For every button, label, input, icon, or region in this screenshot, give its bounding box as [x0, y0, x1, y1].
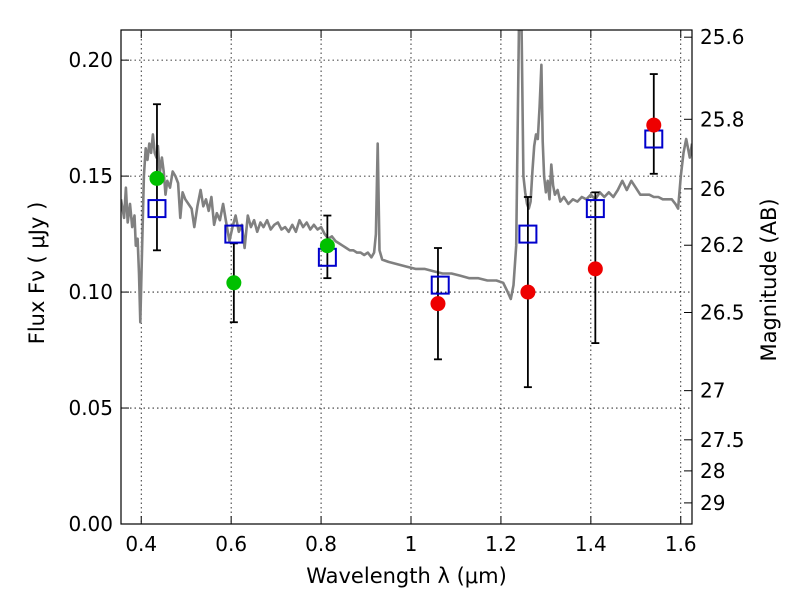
right-tick-label: 26	[700, 177, 725, 201]
red-data-point	[587, 261, 603, 277]
right-tick-label: 26.5	[700, 300, 745, 324]
points-layer	[147, 117, 664, 312]
y-tick-label: 0.20	[68, 48, 113, 72]
model-square-point	[585, 199, 605, 219]
spectrum-line	[121, 30, 692, 324]
x-tick-label: 1.6	[665, 532, 697, 556]
right-tick-label: 27	[700, 379, 725, 403]
green-data-point	[149, 170, 165, 186]
y-right-axis-title: Magnitude (AB)	[757, 198, 781, 361]
x-tick-label: 1.2	[485, 532, 517, 556]
red-data-point	[646, 117, 662, 133]
y-axis-title: Flux Fν ( μJy )	[25, 202, 49, 345]
x-tick-label: 0.6	[215, 532, 247, 556]
y-tick-label: 0.00	[68, 512, 113, 536]
right-tick-label: 25.8	[700, 107, 745, 131]
green-data-point	[226, 275, 242, 291]
y-tick-label: 0.15	[68, 164, 113, 188]
plot-frame	[120, 29, 693, 525]
x-tick-label: 0.8	[305, 532, 337, 556]
right-tick-label: 27.5	[700, 428, 745, 452]
right-tick-label: 25.6	[700, 25, 745, 49]
red-data-point	[520, 284, 536, 300]
x-axis-title: Wavelength λ (μm)	[306, 564, 507, 588]
x-tick-label: 1.4	[575, 532, 607, 556]
y-tick-label: 0.10	[68, 280, 113, 304]
spectrum-layer	[121, 30, 692, 324]
x-tick-label: 1	[405, 532, 418, 556]
green-data-point	[319, 238, 335, 254]
model-square-point	[224, 224, 244, 244]
x-tick-label: 0.4	[125, 532, 157, 556]
red-data-point	[430, 296, 446, 312]
y-tick-label: 0.05	[68, 396, 113, 420]
right-tick-label: 29	[700, 491, 725, 515]
right-tick-label: 28	[700, 459, 725, 483]
model-square-point	[518, 224, 538, 244]
right-tick-label: 26.2	[700, 233, 745, 257]
tick-layer: 0.4 0.6 0.8 1 1.2 1.4 1.6 0.00 0.05 0.10 0.15 0.20 2…	[68, 25, 744, 556]
model-square-point	[147, 199, 167, 219]
model-square-point	[430, 275, 450, 295]
